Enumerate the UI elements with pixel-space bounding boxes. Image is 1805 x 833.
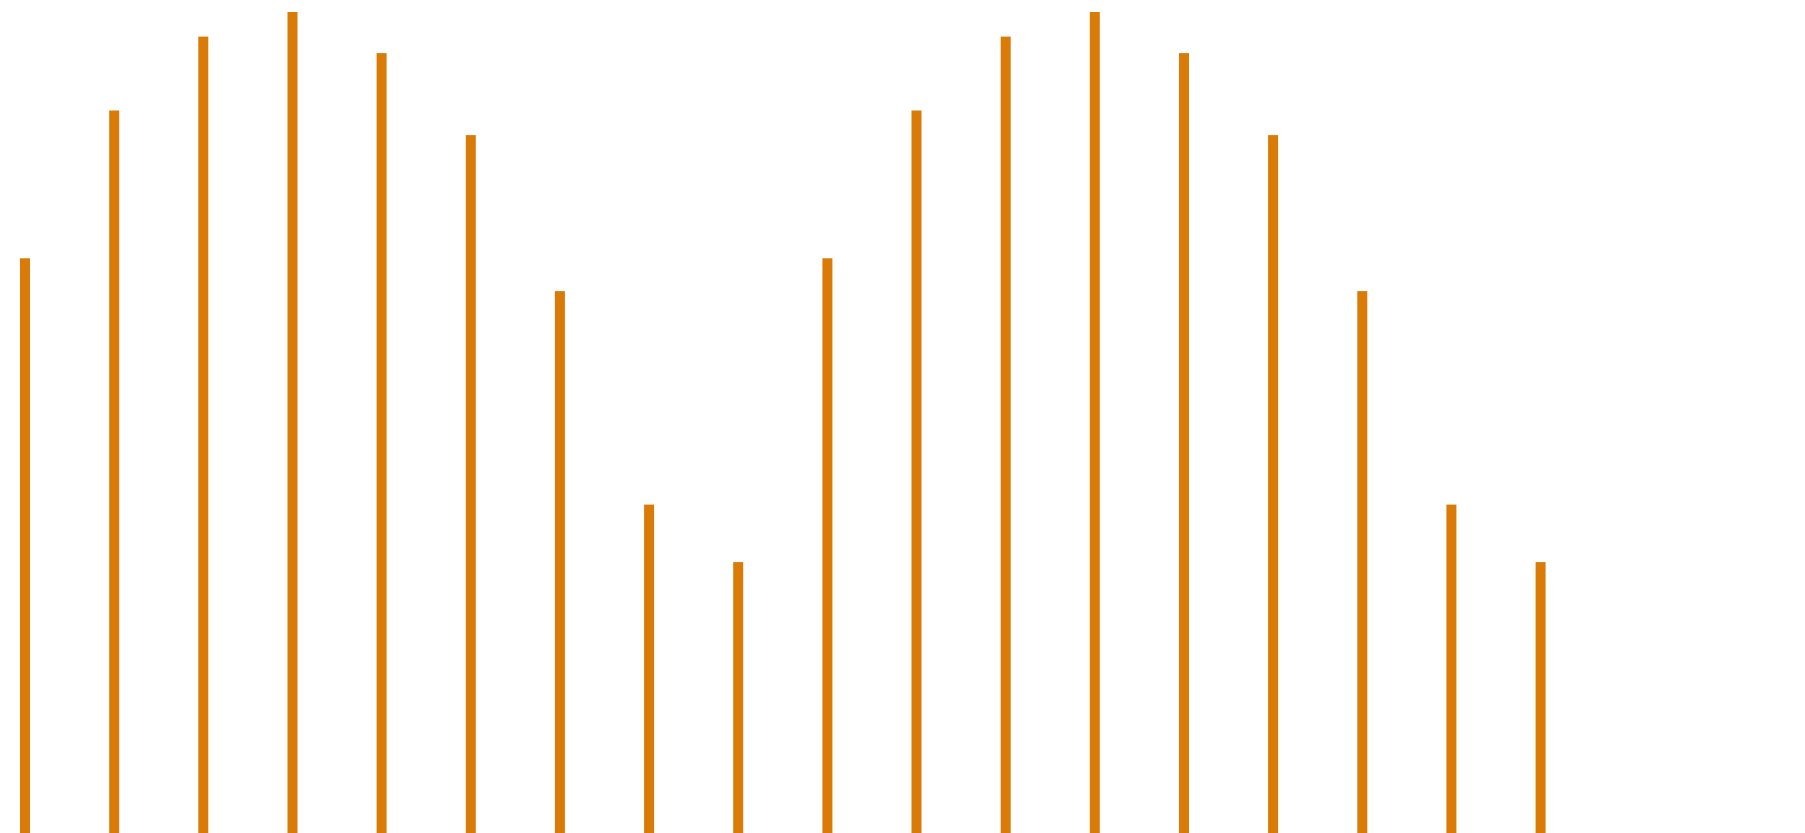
bar-9 — [733, 562, 744, 833]
bar-2 — [109, 110, 120, 833]
bar-5 — [376, 53, 387, 833]
bar-17 — [1446, 504, 1457, 833]
bar-4 — [287, 12, 298, 833]
bars-group — [20, 12, 1546, 833]
bar-16 — [1357, 291, 1368, 833]
bar-13 — [1089, 12, 1100, 833]
bar-10 — [822, 258, 833, 833]
bar-11 — [911, 110, 922, 833]
bar-1 — [20, 258, 30, 833]
bar-6 — [465, 135, 476, 833]
bar-7 — [554, 291, 565, 833]
bar-3 — [198, 36, 209, 833]
bar-15 — [1268, 135, 1279, 833]
bar-14 — [1179, 53, 1189, 833]
bar-18 — [1535, 562, 1546, 833]
bar-12 — [1000, 36, 1011, 833]
bar-8 — [644, 504, 655, 833]
